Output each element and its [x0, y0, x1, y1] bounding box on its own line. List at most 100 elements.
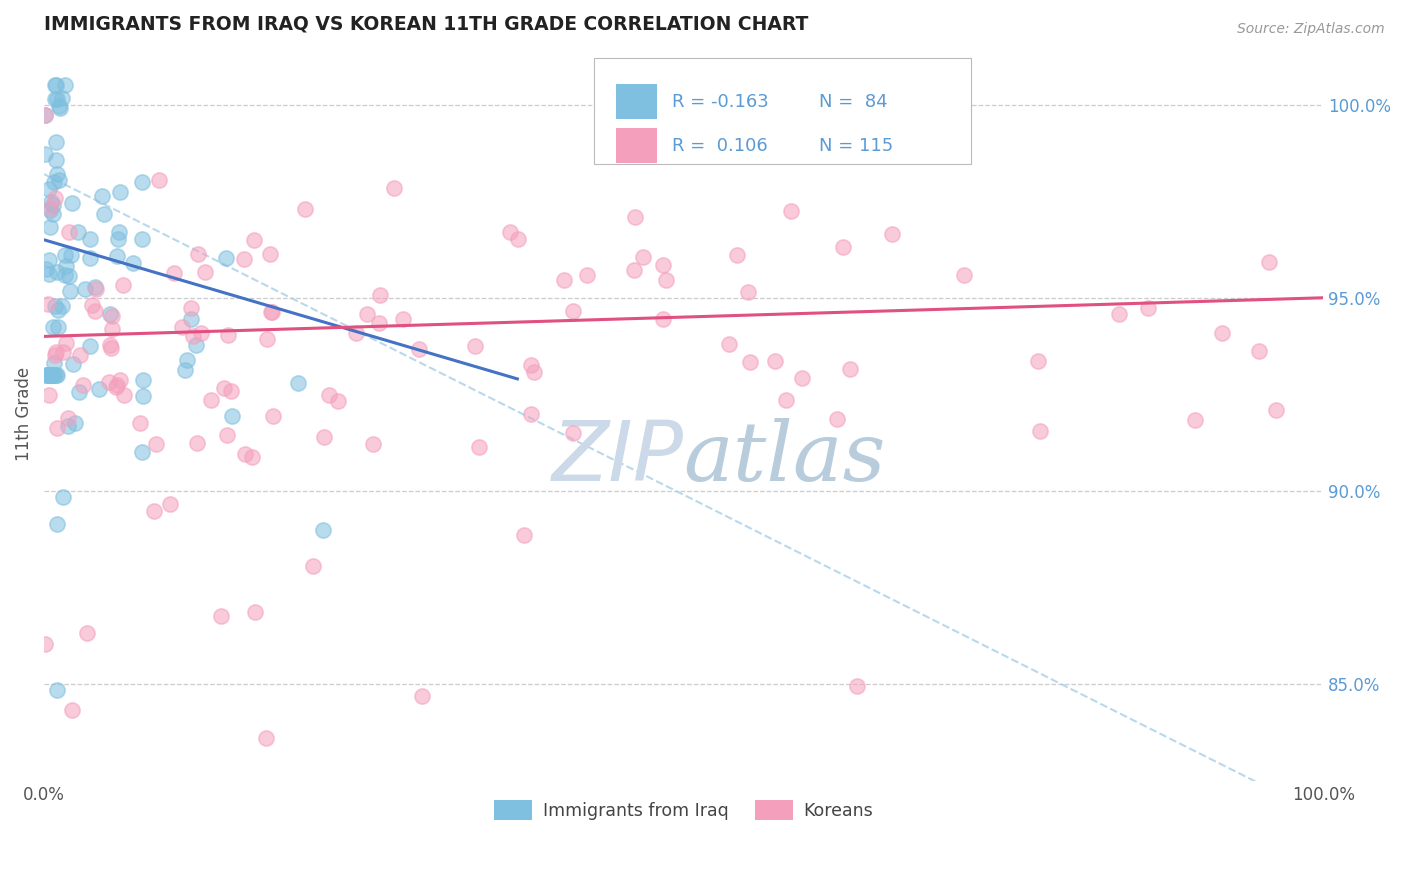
Point: [260, 305, 283, 319]
Point: [174, 363, 197, 377]
Point: [780, 203, 803, 218]
Text: Source: ZipAtlas.com: Source: ZipAtlas.com: [1237, 22, 1385, 37]
Point: [1184, 413, 1206, 427]
Point: [1026, 353, 1049, 368]
Point: [825, 412, 848, 426]
Point: [209, 608, 232, 623]
Point: [882, 227, 904, 241]
Text: N = 115: N = 115: [820, 136, 893, 154]
Point: [46, 682, 69, 697]
Point: [46, 516, 69, 531]
Point: [45, 78, 67, 93]
Point: [1136, 301, 1159, 315]
Text: IMMIGRANTS FROM IRAQ VS KOREAN 11TH GRADE CORRELATION CHART: IMMIGRANTS FROM IRAQ VS KOREAN 11TH GRAD…: [44, 15, 808, 34]
Point: [37, 297, 59, 311]
Point: [652, 312, 675, 326]
Point: [368, 316, 391, 330]
Text: atlas: atlas: [683, 417, 886, 498]
Point: [44, 356, 66, 370]
Point: [1265, 402, 1288, 417]
Point: [468, 441, 491, 455]
Point: [44, 78, 66, 93]
Point: [408, 342, 430, 356]
Point: [58, 268, 80, 283]
Point: [1029, 425, 1052, 439]
Point: [513, 528, 536, 542]
Point: [80, 298, 103, 312]
Point: [623, 263, 645, 277]
Point: [184, 337, 207, 351]
Point: [232, 252, 254, 266]
Point: [131, 445, 153, 459]
Point: [346, 326, 368, 341]
Point: [624, 210, 647, 224]
Point: [42, 319, 65, 334]
Point: [112, 277, 135, 292]
Point: [90, 189, 112, 203]
Point: [159, 497, 181, 511]
Point: [312, 523, 335, 537]
Point: [44, 191, 66, 205]
Point: [180, 312, 202, 326]
Point: [45, 344, 67, 359]
Point: [59, 284, 82, 298]
Point: [294, 202, 316, 217]
FancyBboxPatch shape: [595, 58, 972, 164]
Point: [411, 689, 433, 703]
Point: [254, 731, 277, 745]
Point: [52, 344, 75, 359]
Point: [38, 201, 60, 215]
Point: [100, 341, 122, 355]
Point: [176, 353, 198, 368]
Point: [34, 108, 56, 122]
Point: [39, 195, 62, 210]
Point: [105, 377, 128, 392]
Point: [318, 387, 340, 401]
Point: [79, 339, 101, 353]
Point: [180, 301, 202, 315]
Point: [110, 185, 132, 199]
Point: [69, 348, 91, 362]
Point: [101, 310, 124, 324]
Point: [93, 207, 115, 221]
Point: [46, 93, 69, 107]
Point: [51, 91, 73, 105]
Point: [652, 258, 675, 272]
Point: [562, 426, 585, 441]
Point: [576, 268, 599, 282]
Point: [832, 240, 855, 254]
Point: [38, 253, 60, 268]
Point: [34, 147, 56, 161]
Point: [83, 304, 105, 318]
Point: [60, 196, 83, 211]
Point: [38, 388, 60, 402]
Point: [46, 421, 69, 435]
Point: [41, 368, 63, 382]
Point: [98, 307, 121, 321]
Point: [186, 436, 208, 450]
Point: [221, 409, 243, 424]
Point: [129, 416, 152, 430]
Point: [107, 232, 129, 246]
Point: [58, 418, 80, 433]
Point: [45, 368, 67, 382]
Point: [49, 101, 72, 115]
Point: [44, 368, 66, 382]
Point: [553, 273, 575, 287]
Point: [79, 251, 101, 265]
Point: [631, 251, 654, 265]
Point: [506, 232, 529, 246]
Point: [112, 388, 135, 402]
Point: [34, 262, 56, 277]
Text: N =  84: N = 84: [820, 93, 887, 111]
Y-axis label: 11th Grade: 11th Grade: [15, 367, 32, 461]
Point: [217, 428, 239, 442]
Point: [1249, 344, 1271, 359]
Point: [145, 437, 167, 451]
Text: R =  0.106: R = 0.106: [672, 136, 768, 154]
Point: [215, 251, 238, 265]
Point: [98, 375, 121, 389]
Point: [39, 219, 62, 234]
Point: [245, 606, 267, 620]
Point: [302, 559, 325, 574]
